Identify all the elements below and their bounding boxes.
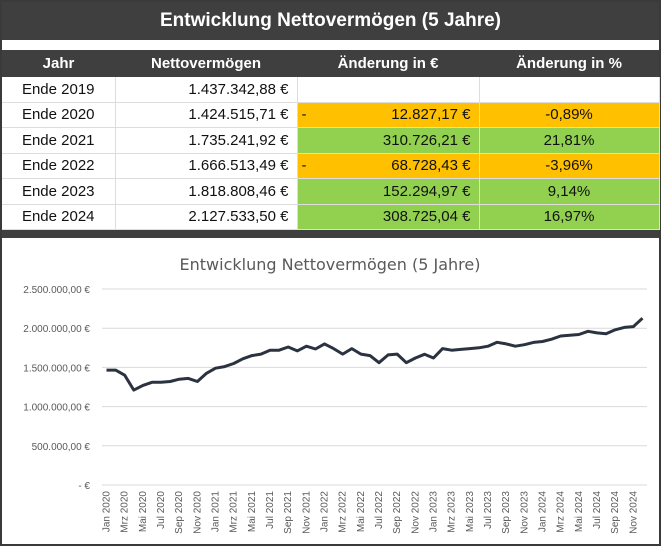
x-tick-label: Jul 2024	[592, 491, 603, 529]
y-tick-label: 2.000.000,00 €	[23, 324, 90, 335]
change-eur-cell: 310.726,21 €	[297, 127, 480, 154]
minus-sign: -	[301, 106, 307, 124]
x-tick-label: Nov 2023	[519, 491, 530, 534]
x-tick-label: Jan 2023	[429, 491, 440, 533]
x-tick-label: Mrz 2020	[120, 491, 131, 533]
x-tick-label: Mrz 2021	[229, 491, 240, 533]
change-eur-value: 152.294,97 €	[382, 182, 471, 200]
table-row: Ende 2019 1.437.342,88 €	[2, 77, 660, 103]
y-tick-label: 2.500.000,00 €	[23, 285, 90, 296]
y-tick-label: 1.500.000,00 €	[23, 363, 90, 374]
change-pct-cell: 9,14%	[479, 178, 660, 205]
minus-sign: -	[301, 157, 307, 175]
column-header: Jahr	[2, 50, 115, 77]
year-cell: Ende 2021	[2, 127, 116, 154]
table-row: Ende 2020 1.424.515,71 € - 12.827,17 € -0…	[2, 102, 660, 128]
change-pct-cell: -0,89%	[479, 102, 660, 128]
change-eur-cell: 308.725,04 €	[297, 204, 480, 230]
net-worth-cell: 1.437.342,88 €	[115, 77, 298, 103]
change-eur-value: 68.728,43 €	[391, 157, 471, 175]
x-tick-label: Nov 2021	[301, 491, 312, 534]
table-header-row: Jahr Nettovermögen Änderung in € Änderung i…	[2, 50, 659, 77]
change-eur-value: 308.725,04 €	[382, 208, 471, 226]
net-worth-table: Jahr Nettovermögen Änderung in € Änderung i…	[2, 50, 660, 230]
x-tick-label: Sep 2023	[501, 491, 512, 534]
x-tick-label: Jul 2021	[265, 491, 276, 529]
change-eur-cell	[297, 77, 480, 103]
year-cell: Ende 2019	[2, 77, 116, 103]
x-tick-label: Mrz 2022	[338, 491, 349, 533]
x-tick-label: Sep 2020	[174, 491, 185, 534]
net-worth-series-line	[106, 317, 644, 392]
separator-bar	[2, 230, 659, 238]
x-tick-label: Sep 2021	[283, 491, 294, 534]
net-worth-cell: 1.818.808,46 €	[115, 178, 298, 205]
change-eur-cell: 152.294,97 €	[297, 178, 480, 205]
x-tick-label: Mai 2020	[138, 491, 149, 533]
x-tick-label: Mai 2021	[247, 491, 258, 533]
change-eur-value: 310.726,21 €	[382, 131, 471, 149]
change-eur-cell: - 12.827,17 €	[297, 102, 480, 128]
x-tick-label: Jan 2024	[538, 491, 549, 533]
report-title: Entwicklung Nettovermögen (5 Jahre)	[2, 2, 659, 40]
column-header: Änderung in €	[297, 50, 479, 77]
change-eur-value: 12.827,17 €	[391, 106, 471, 124]
x-tick-label: Jan 2020	[102, 491, 113, 533]
change-pct-cell	[479, 77, 660, 103]
x-tick-label: Sep 2022	[392, 491, 403, 534]
table-row: Ende 2023 1.818.808,46 € 152.294,97 € 9,…	[2, 178, 660, 205]
x-tick-label: Sep 2024	[610, 491, 621, 534]
net-worth-line-chart: Entwicklung Nettovermögen (5 Jahre) - € 50…	[23, 255, 647, 534]
net-worth-cell: 2.127.533,50 €	[115, 204, 298, 230]
x-tick-label: Mai 2024	[574, 491, 585, 533]
change-pct-cell: -3,96%	[479, 153, 660, 179]
change-eur-cell: - 68.728,43 €	[297, 153, 480, 179]
y-tick-label: - €	[78, 481, 90, 492]
x-tick-label: Jan 2021	[211, 491, 222, 533]
table-row: Ende 2022 1.666.513,49 € - 68.728,43 € -3…	[2, 153, 660, 179]
x-tick-label: Jul 2023	[483, 491, 494, 529]
x-tick-label: Jul 2020	[156, 491, 167, 529]
x-tick-label: Jan 2022	[320, 491, 331, 533]
net-worth-cell: 1.424.515,71 €	[115, 102, 298, 128]
x-tick-label: Nov 2022	[410, 491, 421, 534]
x-tick-label: Mai 2023	[465, 491, 476, 533]
net-worth-cell: 1.735.241,92 €	[115, 127, 298, 154]
change-pct-cell: 16,97%	[479, 204, 660, 230]
x-tick-label: Mrz 2023	[447, 491, 458, 533]
x-tick-label: Nov 2024	[628, 491, 639, 534]
y-tick-label: 1.000.000,00 €	[23, 403, 90, 414]
year-cell: Ende 2023	[2, 178, 116, 205]
column-header: Nettovermögen	[115, 50, 297, 77]
column-header: Änderung in %	[479, 50, 659, 77]
year-cell: Ende 2024	[2, 204, 116, 230]
x-tick-label: Jul 2022	[374, 491, 385, 529]
chart-title: Entwicklung Nettovermögen (5 Jahre)	[180, 255, 481, 274]
year-cell: Ende 2020	[2, 102, 116, 128]
x-tick-label: Mrz 2024	[556, 491, 567, 533]
y-tick-label: 500.000,00 €	[32, 442, 91, 453]
year-cell: Ende 2022	[2, 153, 116, 179]
x-tick-label: Nov 2020	[192, 491, 203, 534]
change-pct-cell: 21,81%	[479, 127, 660, 154]
x-tick-label: Mai 2022	[356, 491, 367, 533]
table-row: Ende 2021 1.735.241,92 € 310.726,21 € 21…	[2, 127, 660, 154]
table-row: Ende 2024 2.127.533,50 € 308.725,04 € 16…	[2, 204, 660, 230]
net-worth-cell: 1.666.513,49 €	[115, 153, 298, 179]
